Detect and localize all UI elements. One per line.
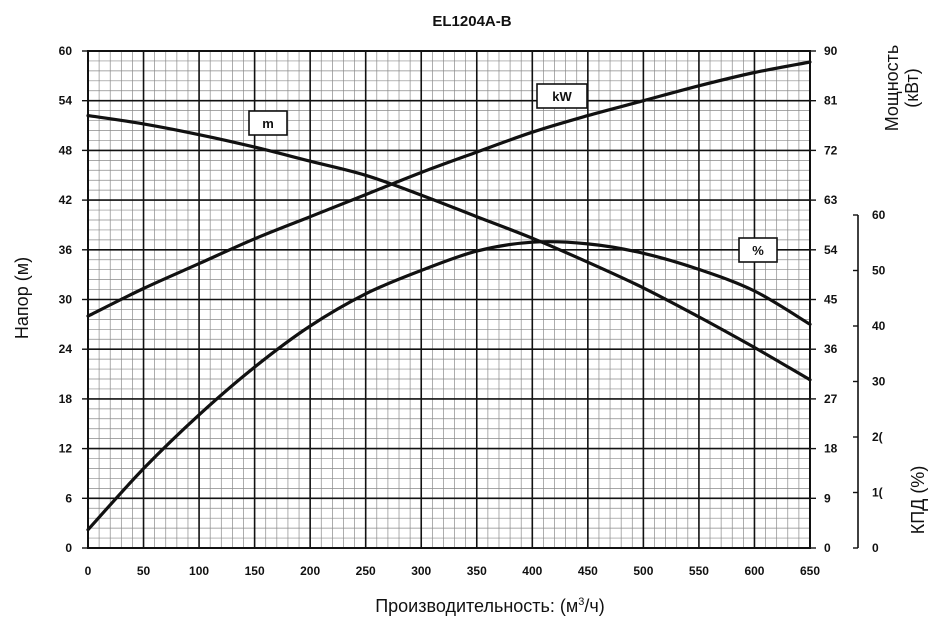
x-axis-label-tail: /ч) (584, 596, 604, 616)
x-axis-label: Производительность: (м3/ч) (375, 596, 605, 616)
x-tick-label: 550 (689, 564, 709, 578)
efficiency-tick-label: 60 (872, 208, 886, 222)
power-tick-label: 27 (824, 392, 838, 406)
power-tick-label: 63 (824, 193, 838, 207)
head-tick-labels: 0 6 12 18 24 30 36 42 48 54 60 (59, 44, 88, 555)
efficiency-tick-label: 1( (872, 486, 883, 500)
x-axis-label-sup: 3 (578, 596, 584, 608)
head-tick-label: 60 (59, 44, 73, 58)
x-tick-label: 100 (189, 564, 209, 578)
x-tick-label: 200 (300, 564, 320, 578)
power-tick-label: 45 (824, 293, 838, 307)
head-tick-label: 6 (65, 491, 72, 505)
chart-title: EL1204A-B (432, 13, 511, 30)
major-grid (87, 50, 811, 549)
power-tick-label: 9 (824, 491, 831, 505)
power-tick-label: 0 (824, 541, 831, 555)
head-tick-label: 48 (59, 143, 73, 157)
efficiency-tick-label: 30 (872, 375, 886, 389)
series-tag-box (738, 237, 778, 263)
series-line-head (86, 114, 812, 382)
head-tick-label: 12 (59, 442, 73, 456)
x-tick-label: 450 (578, 564, 598, 578)
series-lines (86, 60, 812, 532)
efficiency-tick-label: 2( (872, 430, 883, 444)
x-tick-label: 350 (467, 564, 487, 578)
x-tick-label: 650 (800, 564, 820, 578)
x-tick-label: 250 (356, 564, 376, 578)
x-tick-label: 0 (85, 564, 92, 578)
series-tag-box (536, 83, 588, 109)
x-tick-label: 400 (522, 564, 542, 578)
head-tick-label: 42 (59, 193, 73, 207)
power-tick-label: 36 (824, 342, 838, 356)
x-tick-label: 600 (744, 564, 764, 578)
efficiency-axis: 0 1( 2( 30 40 50 60 (853, 208, 886, 555)
series-tag-head: m (248, 110, 288, 136)
power-tick-labels: 0 9 18 27 36 45 54 63 72 81 90 (810, 44, 838, 555)
series-tag-power: kW (536, 83, 588, 109)
power-axis-label-line1: Мощность (882, 45, 902, 132)
series-line-power (86, 60, 812, 318)
efficiency-tick-label: 40 (872, 319, 886, 333)
head-tick-label: 54 (59, 94, 73, 108)
head-tick-label: 0 (65, 541, 72, 555)
x-tick-label: 300 (411, 564, 431, 578)
x-tick-label: 50 (137, 564, 151, 578)
series-tag-box (248, 110, 288, 136)
power-tick-label: 54 (824, 243, 838, 257)
series-tag-label: % (752, 243, 764, 258)
series-tags: m kW% (248, 83, 778, 263)
efficiency-tick-label: 0 (872, 541, 879, 555)
x-tick-label: 150 (245, 564, 265, 578)
series-tag-label: m (262, 116, 274, 131)
series-line-efficiency (86, 240, 812, 532)
x-tick-labels: 0 50 100 150 200 250 300 350 400 450 500 550 600 650 (85, 564, 821, 578)
x-tick-label: 500 (633, 564, 653, 578)
x-axis-label-main: Производительность: (м (375, 596, 578, 616)
head-tick-label: 24 (59, 342, 73, 356)
series-tag-label: kW (552, 89, 572, 104)
efficiency-tick-label: 50 (872, 264, 886, 278)
power-tick-label: 90 (824, 44, 838, 58)
power-axis-label-line2: (кВт) (902, 68, 922, 108)
series-tag-efficiency: % (738, 237, 778, 263)
head-tick-label: 30 (59, 293, 73, 307)
power-tick-label: 72 (824, 143, 838, 157)
efficiency-axis-label: КПД (%) (908, 466, 928, 535)
power-tick-label: 81 (824, 94, 838, 108)
head-axis-label: Напор (м) (12, 257, 32, 339)
power-tick-label: 18 (824, 442, 838, 456)
head-tick-label: 18 (59, 392, 73, 406)
head-tick-label: 36 (59, 243, 73, 257)
